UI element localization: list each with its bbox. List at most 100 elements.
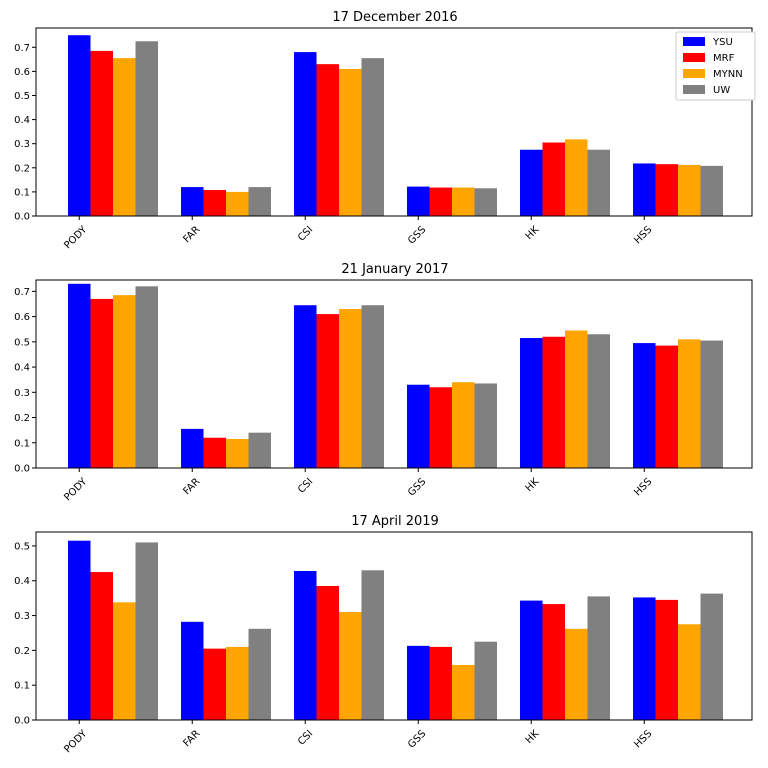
bar-far-mrf — [203, 437, 226, 468]
x-tick-label-gss: GSS — [406, 728, 428, 750]
chart-panel-1: 17 December 2016 0.0 0.1 0.2 0.3 0.4 0.5 0.6 0.… — [14, 10, 756, 252]
bar-hss-mrf — [655, 345, 678, 468]
bar-far-uw — [248, 432, 271, 468]
bar-pody-ysu — [68, 540, 91, 720]
legend-label-mynn: MYNN — [713, 69, 743, 80]
bar-csi-mynn — [339, 612, 362, 720]
y-tick-label: 0.0 — [14, 212, 30, 223]
bar-far-ysu — [181, 621, 204, 720]
y-tick-label: 0.6 — [14, 312, 30, 323]
bar-far-mrf — [203, 648, 226, 720]
bar-gss-mrf — [429, 646, 452, 720]
x-tick-label-far: FAR — [181, 476, 202, 497]
bar-csi-mynn — [339, 309, 362, 468]
bar-hss-uw — [700, 340, 723, 468]
legend-swatch-mrf — [683, 53, 705, 62]
bar-csi-uw — [361, 570, 384, 720]
bar-hk-mynn — [565, 139, 588, 216]
bar-far-mynn — [226, 191, 249, 216]
bar-gss-mynn — [452, 664, 475, 720]
bar-csi-uw — [361, 305, 384, 468]
bar-pody-uw — [135, 41, 158, 217]
y-tick-label: 0.2 — [14, 413, 30, 424]
bar-pody-ysu — [68, 283, 91, 468]
bar-gss-uw — [474, 188, 497, 216]
bar-gss-mynn — [452, 187, 475, 216]
bar-hk-ysu — [520, 338, 543, 468]
y-tick-label: 0.5 — [14, 541, 30, 552]
bar-pody-ysu — [68, 35, 91, 217]
bar-pody-mynn — [113, 602, 136, 720]
x-tick-label-gss: GSS — [406, 476, 428, 498]
bar-hss-uw — [700, 165, 723, 216]
bar-hss-ysu — [633, 163, 656, 216]
y-tick-label: 0.5 — [14, 91, 30, 102]
bar-gss-uw — [474, 383, 497, 468]
bar-hk-uw — [587, 149, 610, 216]
y-tick-label: 0.5 — [14, 337, 30, 348]
y-tick-label: 0.3 — [14, 611, 30, 622]
x-tick-label-pody: PODY — [62, 224, 90, 252]
axes-frame — [35, 27, 753, 217]
y-tick-label: 0.7 — [14, 43, 30, 54]
chart-title: 21 January 2017 — [341, 262, 448, 277]
legend: YSU MRF MYNN UW — [675, 31, 756, 101]
legend-swatch-mynn — [683, 69, 705, 78]
bar-gss-ysu — [407, 384, 430, 468]
bar-csi-ysu — [294, 570, 317, 720]
bar-csi-mrf — [316, 314, 339, 468]
chart-title: 17 December 2016 — [332, 10, 457, 25]
x-tick-label-hss: HSS — [632, 476, 654, 498]
x-tick-label-pody: PODY — [62, 476, 90, 504]
bar-csi-ysu — [294, 52, 317, 216]
y-tick-label: 0.0 — [14, 716, 30, 727]
x-tick-label-csi: CSI — [296, 728, 315, 747]
bar-pody-mrf — [90, 572, 113, 720]
y-tick-label: 0.6 — [14, 67, 30, 78]
bar-hk-mynn — [565, 628, 588, 720]
legend-swatch-ysu — [683, 37, 705, 46]
x-tick-label-hk: HK — [524, 728, 542, 746]
x-tick-label-hk: HK — [524, 476, 542, 494]
bar-hss-ysu — [633, 597, 656, 720]
legend-label-ysu: YSU — [712, 37, 733, 48]
bar-far-ysu — [181, 428, 204, 468]
bar-hss-mrf — [655, 599, 678, 720]
y-tick-label: 0.2 — [14, 163, 30, 174]
bar-hss-mrf — [655, 164, 678, 216]
bar-csi-mynn — [339, 68, 362, 216]
x-tick-label-hss: HSS — [632, 224, 654, 246]
x-tick-label-pody: PODY — [62, 728, 90, 756]
bar-pody-mynn — [113, 58, 136, 216]
bar-pody-mrf — [90, 50, 113, 217]
x-tick-label-gss: GSS — [406, 224, 428, 246]
legend-label-uw: UW — [713, 85, 730, 96]
bar-far-uw — [248, 628, 271, 720]
bar-hss-mynn — [678, 339, 701, 468]
bar-hk-ysu — [520, 149, 543, 216]
y-tick-label: 0.4 — [14, 363, 30, 374]
y-tick-label: 0.4 — [14, 115, 30, 126]
y-tick-label: 0.3 — [14, 139, 30, 150]
bar-hk-uw — [587, 596, 610, 720]
bar-csi-mrf — [316, 64, 339, 217]
bar-pody-uw — [135, 286, 158, 468]
bar-pody-mynn — [113, 295, 136, 468]
y-tick-label: 0.2 — [14, 646, 30, 657]
chart-panel-3: 17 April 2019 0.0 0.1 0.2 0.3 0.4 0.5 PODY FAR C… — [14, 514, 753, 756]
x-tick-label-hk: HK — [524, 224, 542, 242]
bar-gss-ysu — [407, 186, 430, 216]
bar-hss-mynn — [678, 624, 701, 720]
bar-gss-uw — [474, 641, 497, 720]
bar-far-ysu — [181, 187, 204, 216]
bar-hk-uw — [587, 334, 610, 468]
bar-hk-ysu — [520, 600, 543, 720]
bar-hk-mrf — [542, 142, 565, 216]
bar-hk-mynn — [565, 330, 588, 468]
y-tick-label: 0.1 — [14, 681, 30, 692]
bar-gss-mrf — [429, 187, 452, 216]
bar-far-uw — [248, 187, 271, 216]
legend-label-mrf: MRF — [713, 53, 735, 64]
legend-frame — [675, 31, 756, 101]
